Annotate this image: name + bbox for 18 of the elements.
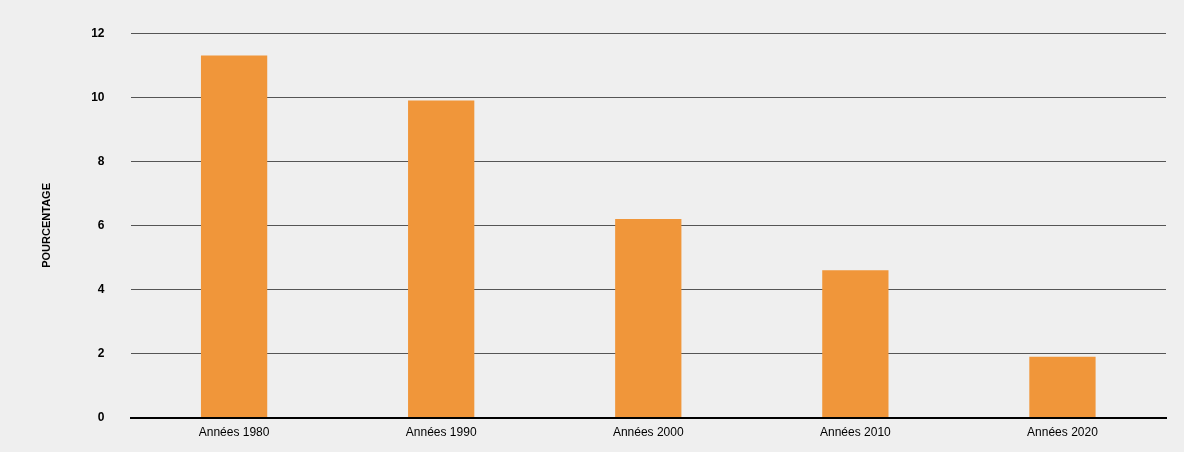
x-tick-label: Années 2000 [612,425,684,440]
y-tick-label: 8 [97,153,105,168]
x-tick-label: Années 2010 [820,425,892,440]
y-tick-label: 10 [91,89,105,104]
y-tick-label: 2 [97,345,105,360]
bar [1029,356,1096,418]
bar [822,270,889,418]
y-axis-title: POURCENTAGE [39,183,52,268]
x-tick-label: Années 1980 [198,425,270,440]
x-tick-label: Années 1990 [405,425,477,440]
bar [200,55,268,418]
y-tick-label: 6 [97,217,105,232]
y-tick-label: 0 [97,409,105,424]
y-tick-label: 12 [91,25,105,40]
y-tick-label: 4 [97,281,105,296]
x-tick-label: Années 2020 [1027,425,1099,440]
bar [615,218,682,418]
bar [408,100,475,418]
